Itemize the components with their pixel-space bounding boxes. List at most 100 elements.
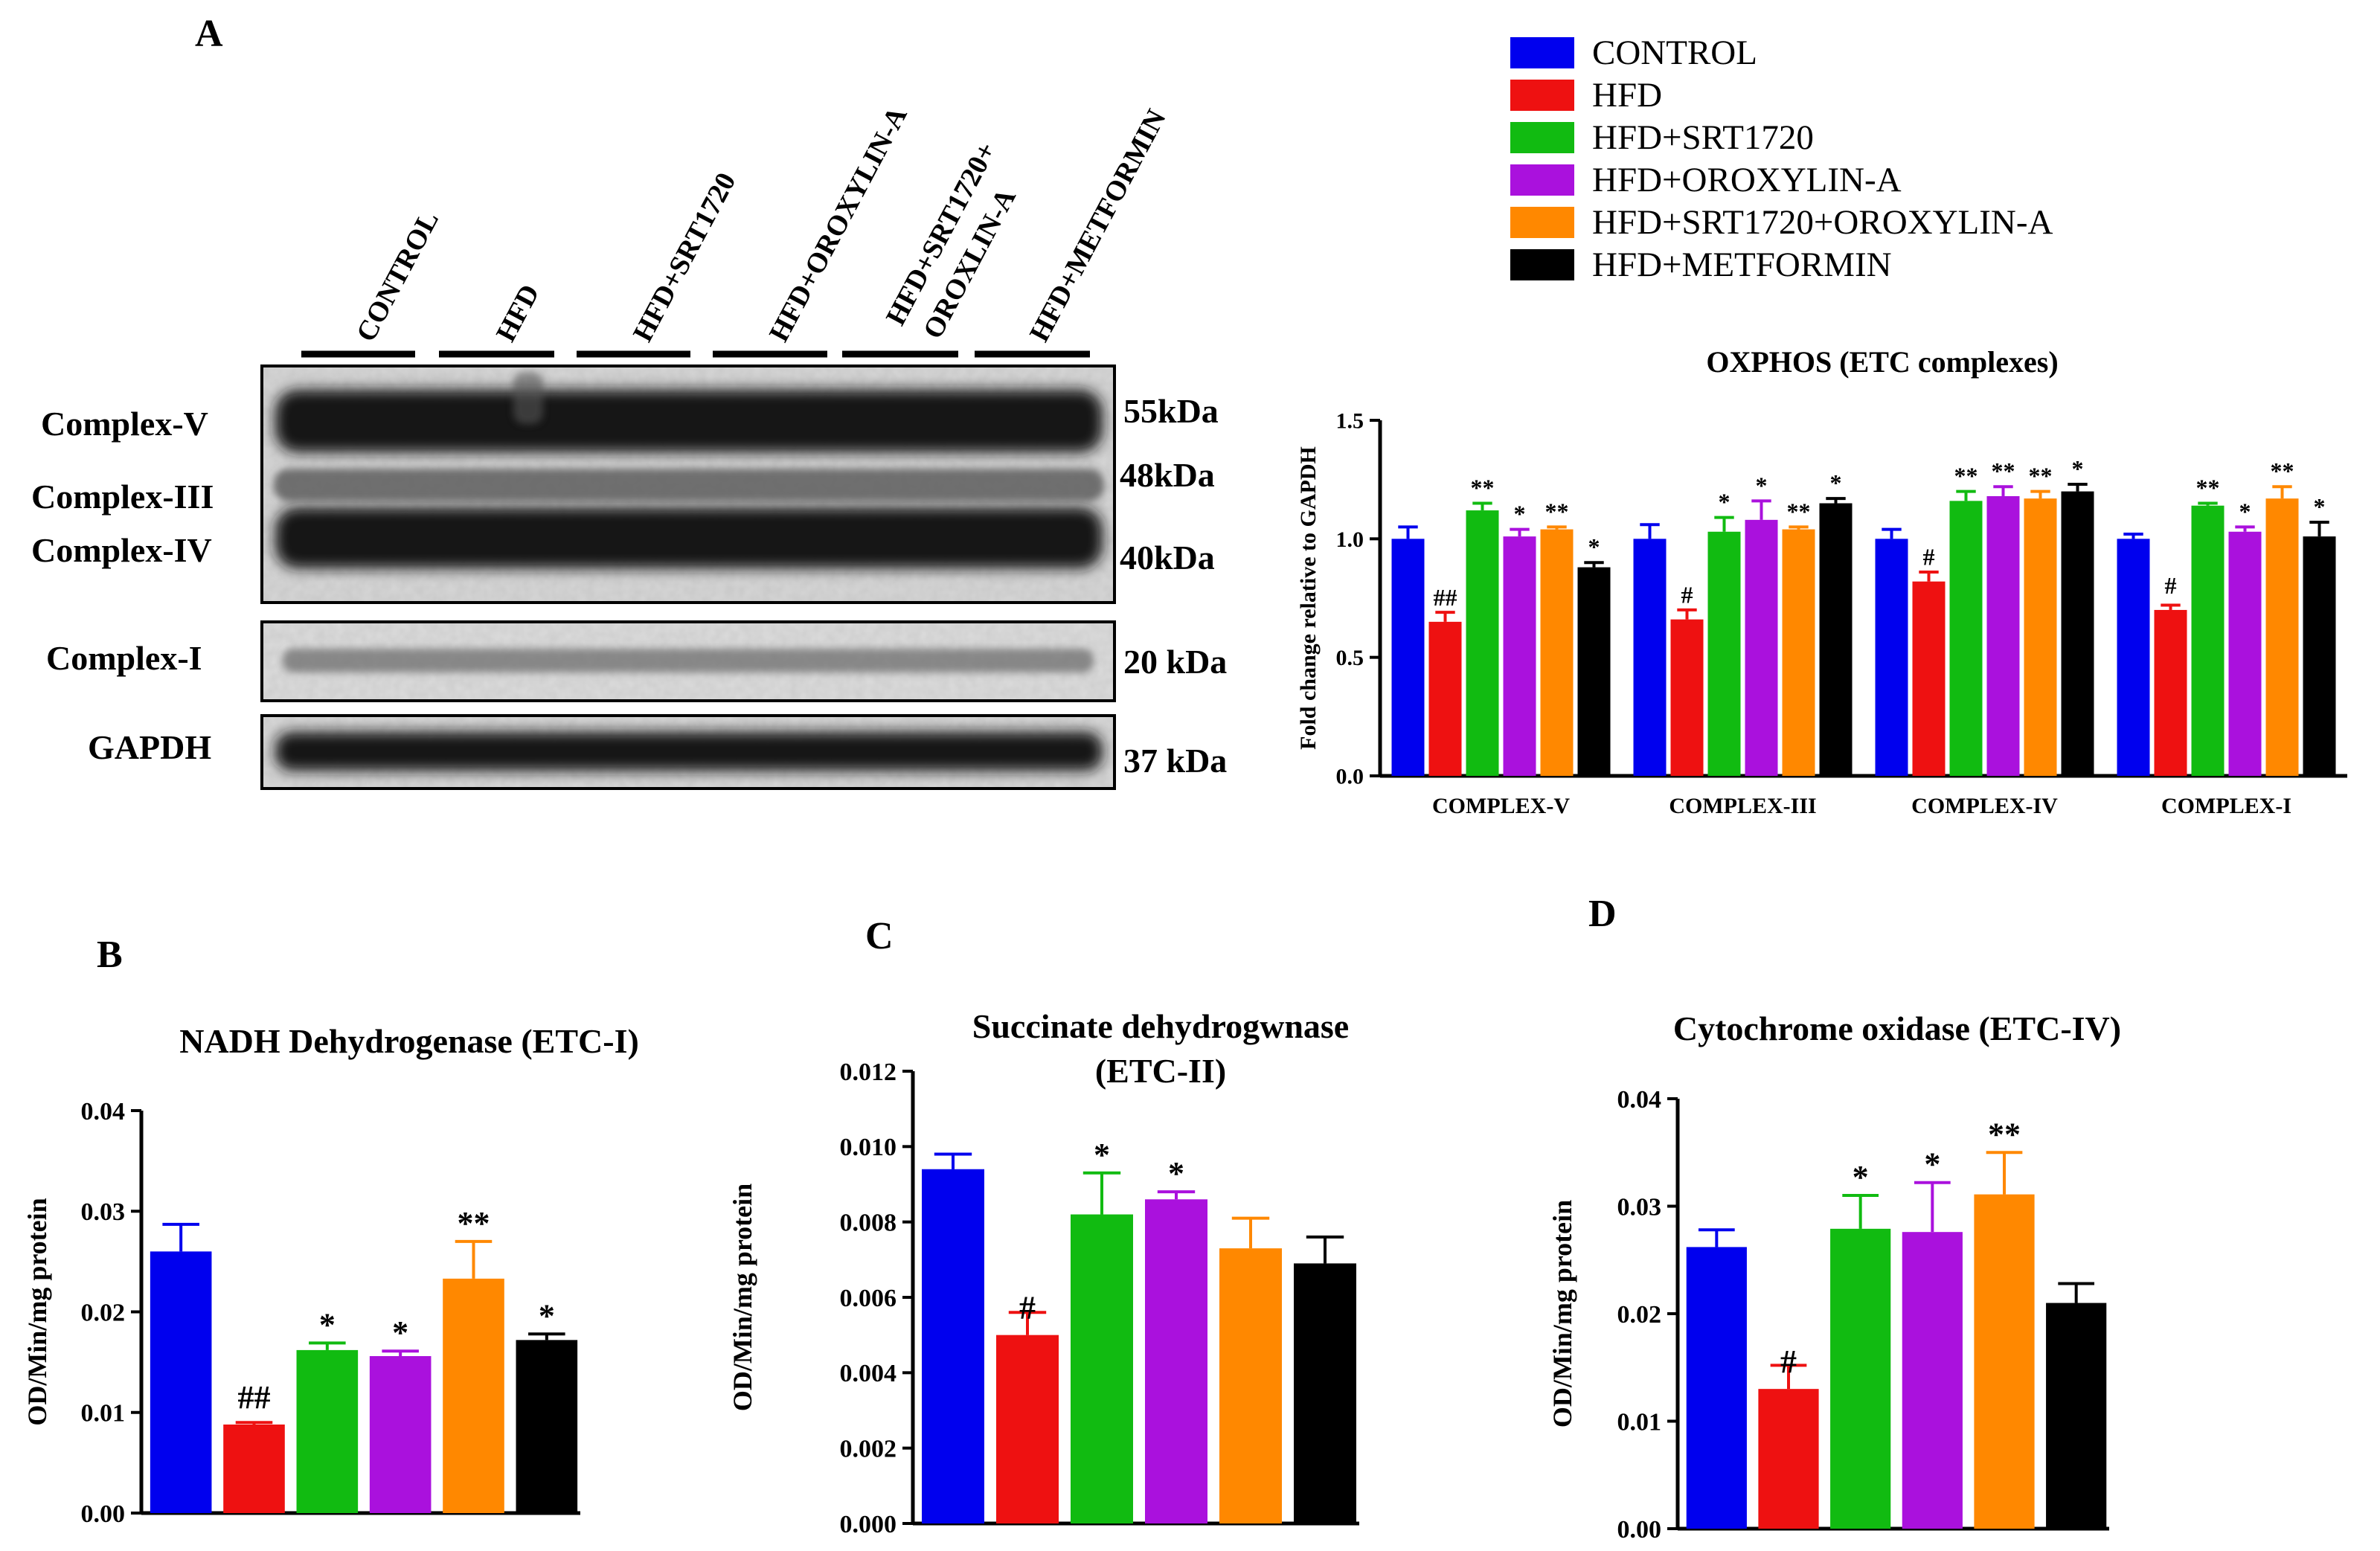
bar-3-2 <box>2191 505 2225 776</box>
legend-swatch-5 <box>1510 249 1574 280</box>
y-tick-label: 0.0 <box>1336 765 1364 789</box>
legend-label-3: HFD+OROXYLIN-A <box>1592 161 1902 199</box>
significance-mark-1: # <box>1019 1290 1036 1326</box>
y-axis-label: OD/Min/mg protein <box>22 1198 52 1425</box>
y-tick-label: 0.00 <box>81 1500 126 1528</box>
significance-mark-1: # <box>1780 1343 1797 1380</box>
chart-oxphos: OXPHOS (ETC complexes) 0.0 0.5 1.0 1.5 Fold c… <box>1296 345 2347 818</box>
y-tick-label: 0.012 <box>840 1059 897 1086</box>
bar-0 <box>1686 1247 1747 1529</box>
significance-mark-0-2: ** <box>1471 475 1495 501</box>
row-label-complex-iii: Complex-III <box>31 478 214 516</box>
y-tick-label: 0.5 <box>1336 646 1364 670</box>
bar-0-0 <box>1391 539 1425 776</box>
bar-1-1 <box>1670 619 1704 776</box>
y-tick-label: 0.02 <box>81 1299 126 1326</box>
y-tick-label: 0.004 <box>840 1360 897 1387</box>
bar-1-3 <box>1745 519 1778 776</box>
bar-3-0 <box>2117 539 2150 776</box>
bar-0-2 <box>1466 510 1499 776</box>
significance-mark-3-5: * <box>2314 493 2326 520</box>
bar-1 <box>996 1335 1059 1523</box>
kda-label-gapdh: 37 kDa <box>1123 742 1227 780</box>
significance-mark-2: * <box>319 1306 336 1343</box>
significance-mark-3: * <box>1924 1146 1940 1183</box>
y-tick-label: 0.01 <box>81 1400 126 1428</box>
bar-0 <box>922 1169 984 1523</box>
legend-swatch-4 <box>1510 207 1574 238</box>
panel-label-a: A <box>195 13 223 55</box>
legend-label-4: HFD+SRT1720+OROXYLIN-A <box>1592 203 2053 242</box>
significance-mark-1-1: # <box>1681 582 1693 608</box>
bar-3-3 <box>2228 531 2262 776</box>
row-label-complex-iv: Complex-IV <box>31 531 212 569</box>
legend-label-2: HFD+SRT1720 <box>1592 118 1814 157</box>
significance-mark-0-1: ## <box>1434 584 1457 611</box>
lane-label-hfd-srt1720: HFD+SRT1720 <box>627 167 742 347</box>
y-tick-label: 0.008 <box>840 1210 897 1237</box>
western-blot: CONTROL HFD HFD+SRT1720 HFD+OROXYLIN-A H… <box>31 101 1227 790</box>
significance-mark-0-4: ** <box>1545 498 1569 524</box>
significance-mark-3-3: * <box>2239 498 2251 524</box>
bar-2-1 <box>1912 581 1946 776</box>
bar-4 <box>1974 1194 2035 1529</box>
bar-3 <box>1902 1232 1963 1529</box>
significance-mark-3: * <box>392 1314 408 1351</box>
lane-label-control: CONTROL <box>350 206 445 347</box>
lane-label-hfd: HFD <box>490 280 546 347</box>
row-label-complex-i: Complex-I <box>46 639 202 677</box>
bar-2 <box>1071 1214 1133 1523</box>
significance-mark-3-1: # <box>2165 572 2177 599</box>
panel-label-d: D <box>1588 893 1617 935</box>
bar-0-3 <box>1503 536 1536 776</box>
significance-mark-2-5: * <box>2072 455 2084 482</box>
significance-mark-4: ** <box>458 1205 490 1242</box>
bar-2 <box>296 1349 359 1513</box>
bar-0 <box>150 1251 212 1513</box>
bar-3 <box>1145 1199 1207 1523</box>
y-tick-label: 0.04 <box>1617 1086 1662 1114</box>
bar-2-5 <box>2061 491 2094 776</box>
chart-cox: Cytochrome oxidase (ETC-IV) 0.00 0.01 0.02 0… <box>1547 1009 2121 1544</box>
chart-title: (ETC-II) <box>1095 1052 1226 1090</box>
y-axis-label: OD/Min/mg protein <box>728 1184 757 1411</box>
bar-1-4 <box>1782 529 1815 776</box>
bar-3-1 <box>2154 609 2187 776</box>
bar-1 <box>223 1424 285 1513</box>
y-tick-label: 0.010 <box>840 1134 897 1161</box>
lane-label-hfd-metformin: HFD+METFORMIN <box>1024 104 1173 347</box>
bar-5 <box>2046 1303 2107 1529</box>
significance-mark-1: ## <box>238 1379 271 1416</box>
y-tick-label: 0.002 <box>840 1436 897 1463</box>
bar-4 <box>1219 1248 1282 1523</box>
x-tick-label: COMPLEX-III <box>1669 794 1816 818</box>
significance-mark-1-5: * <box>1830 469 1842 496</box>
significance-mark-4: ** <box>1988 1116 2021 1152</box>
bar-3 <box>369 1356 432 1513</box>
bar-1-2 <box>1707 531 1741 776</box>
y-tick-label: 0.03 <box>1617 1193 1662 1221</box>
significance-mark-3-4: ** <box>2271 457 2294 484</box>
blot-membrane-complex-i <box>260 620 1116 702</box>
bar-2-0 <box>1875 539 1908 776</box>
bar-5 <box>516 1340 578 1513</box>
chart-title: OXPHOS (ETC complexes) <box>1706 345 2058 379</box>
legend-label-1: HFD <box>1592 76 1662 115</box>
x-tick-label: COMPLEX-IV <box>1911 794 2058 818</box>
chart-title: Succinate dehydrogwnase <box>972 1007 1349 1045</box>
bar-2 <box>1830 1228 1891 1529</box>
panel-label-b: B <box>97 934 123 976</box>
chart-title: NADH Dehydrogenase (ETC-I) <box>179 1022 639 1060</box>
bar-0-4 <box>1540 529 1574 776</box>
kda-label-v: 55kDa <box>1123 392 1219 430</box>
bar-1 <box>1758 1389 1819 1529</box>
significance-mark-2: * <box>1094 1137 1110 1173</box>
significance-mark-0-5: * <box>1588 533 1600 560</box>
y-tick-label: 0.00 <box>1617 1516 1662 1544</box>
significance-mark-1-2: * <box>1719 489 1731 516</box>
significance-mark-2-4: ** <box>2029 463 2053 489</box>
significance-mark-2: * <box>1853 1159 1869 1195</box>
significance-mark-2-2: ** <box>1954 463 1978 489</box>
